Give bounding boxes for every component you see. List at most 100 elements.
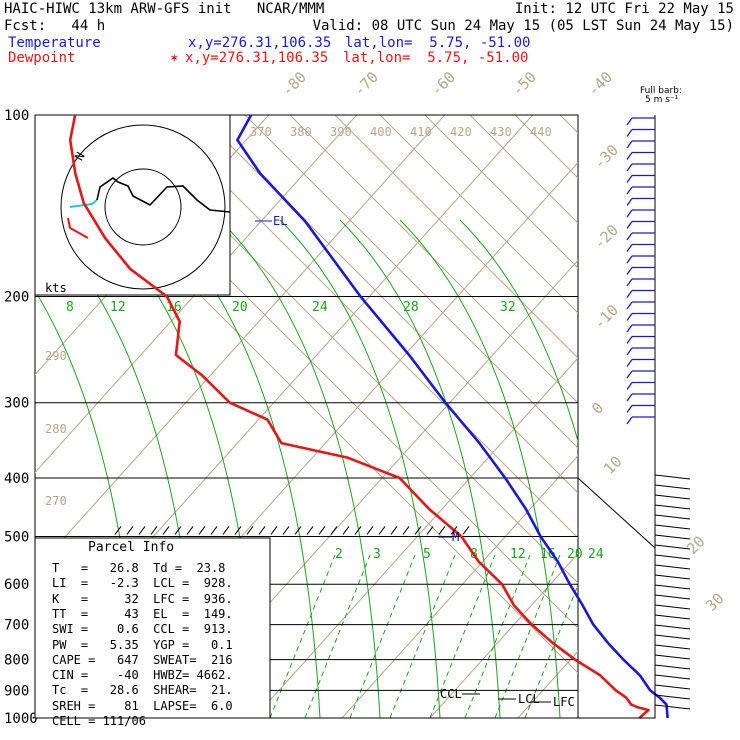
parcel-info-row: CELL = 111/06 <box>52 714 146 728</box>
wind-barb <box>626 370 655 379</box>
hatch-mark <box>354 526 362 535</box>
wind-barb-flag <box>626 416 633 425</box>
isotherm-label: -40 <box>584 68 616 100</box>
wind-barb-flag <box>626 347 633 356</box>
theta-label: 370 <box>250 125 272 139</box>
wind-barb-flag <box>626 152 633 160</box>
isotherm-label: -80 <box>278 68 310 100</box>
wind-barb <box>626 220 655 229</box>
pressure-label: 700 <box>4 618 29 634</box>
theta-line <box>154 115 578 539</box>
parcel-info-row: K = 32 LFC = 936. <box>52 591 233 606</box>
hatch-mark <box>174 526 182 535</box>
lower-wind-barb <box>654 704 691 710</box>
wind-barb-flag <box>626 324 633 333</box>
wind-barb <box>626 174 655 183</box>
wind-barb <box>626 232 655 241</box>
wind-barb <box>626 358 655 367</box>
theta-line <box>559 115 578 134</box>
hatch-mark <box>294 526 302 535</box>
hatch-mark <box>210 526 218 535</box>
parcel-info-row: LI = -2.3 LCL = 928. <box>52 576 233 591</box>
pressure-label: 800 <box>4 653 29 669</box>
dewpoint-profile <box>68 114 650 719</box>
wind-barb <box>626 197 655 206</box>
isotherm-line <box>35 115 446 571</box>
wind-barb <box>626 163 655 172</box>
wind-barb <box>626 381 655 390</box>
theta-line <box>334 115 578 359</box>
theta-line <box>469 115 578 224</box>
legend-dewpoint-marker: ✶ <box>170 50 179 66</box>
lower-wind-barb <box>654 684 691 690</box>
theta-label: 290 <box>45 349 67 363</box>
isotherm-line <box>341 455 578 718</box>
mixing-ratio-line <box>304 554 371 718</box>
hatch-mark <box>150 526 158 535</box>
legend-dewpoint-label: Dewpoint <box>8 50 76 66</box>
lower-wind-barb <box>654 484 691 490</box>
wind-barb-flag <box>626 313 633 321</box>
wind-barb <box>626 209 655 218</box>
isotherm-label: -50 <box>508 68 540 100</box>
wind-barb <box>626 416 655 425</box>
wind-barb <box>626 278 655 287</box>
parcel-info-title: Parcel Info <box>88 540 175 555</box>
hatch-mark <box>402 526 410 535</box>
mixing-ratio-label-lower: 3 <box>373 547 381 562</box>
mixing-ratio-line <box>269 554 336 718</box>
wind-barb-flag <box>626 209 633 218</box>
hatch-mark <box>198 526 206 535</box>
wind-barb <box>626 289 655 298</box>
mixing-ratio-label-lower: 12 <box>510 547 526 562</box>
wind-barb <box>626 186 655 195</box>
wind-barb-flag <box>626 359 633 367</box>
wind-barb <box>626 151 655 160</box>
legend-temperature-latlon: lat,lon= 5.75, -51.00 <box>345 35 531 51</box>
lower-wind-barb <box>654 644 691 650</box>
theta-label: 440 <box>530 125 552 139</box>
hatch-mark <box>426 526 434 535</box>
header-title: HAIC-HIWC 13km ARW-GFS init NCAR/MMM <box>4 1 325 17</box>
lower-wind-barb <box>654 514 691 520</box>
barb-frame-lower <box>577 477 656 719</box>
mixing-ratio-label-upper: 28 <box>403 300 419 315</box>
parcel-info-row: SREH = 81 LAPSE= 6.0 <box>52 698 233 713</box>
mixing-ratio-label-lower: 24 <box>588 547 604 562</box>
isotherm-label: -20 <box>590 221 622 253</box>
theta-label: 410 <box>410 125 432 139</box>
barb-scale-note: Full barb: <box>640 86 682 96</box>
hodograph-ring-inner <box>104 168 182 246</box>
hatch-mark <box>330 526 338 535</box>
lower-wind-barb <box>654 604 691 610</box>
wind-barb-flag <box>626 255 633 264</box>
hatch-mark <box>186 526 194 535</box>
isotherm-line <box>253 357 578 718</box>
lower-wind-barb <box>654 494 691 500</box>
hatch-mark <box>270 526 278 535</box>
parcel-info-row: SWI = 0.6 CCL = 913. <box>52 622 233 637</box>
hatch-mark <box>366 526 374 535</box>
parcel-info-row: TT = 43 EL = 149. <box>52 606 233 621</box>
wind-barb-flag <box>626 129 633 137</box>
wind-barb-flag <box>626 221 633 229</box>
legend-temperature-xy: x,y=276.31,106.35 <box>188 35 332 51</box>
hatch-mark <box>222 526 230 535</box>
moist-adiabat-line <box>279 219 441 718</box>
mixing-ratio-label-upper: 32 <box>500 300 516 315</box>
wind-barb <box>626 266 655 275</box>
hatch-mark <box>318 526 326 535</box>
lower-wind-barb <box>654 574 691 580</box>
isotherm-label: -60 <box>427 68 459 100</box>
hodograph-trace-low <box>69 199 98 208</box>
hatch-mark <box>114 526 122 535</box>
theta-line <box>379 115 578 314</box>
parcel-info-box <box>34 537 271 719</box>
hatch-mark <box>462 526 470 535</box>
el-marker-label: EL <box>273 214 287 228</box>
header-forecast-hour: Fcst: 44 h <box>4 18 106 34</box>
moist-adiabat-line <box>219 219 381 718</box>
hatch-mark <box>342 526 350 535</box>
wind-barb <box>626 255 655 264</box>
